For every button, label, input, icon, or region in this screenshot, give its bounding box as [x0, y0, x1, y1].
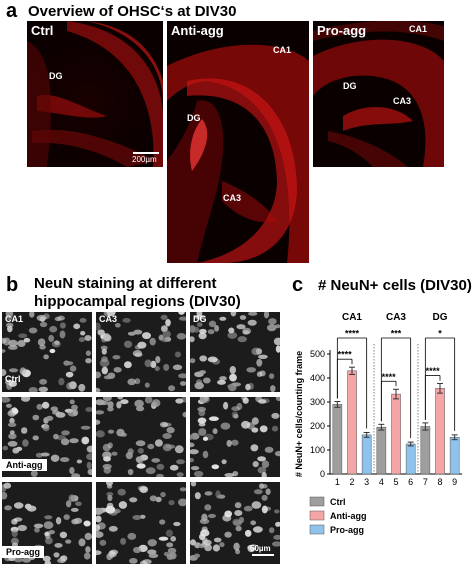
- x-tick-label: 3: [364, 477, 369, 487]
- micro-anti-agg-ca1: Anti-agg: [2, 397, 92, 477]
- pro-agg-ca3-label: CA3: [393, 96, 412, 106]
- panel-a-title: Overview of OHSC‘s at DIV30: [28, 3, 237, 20]
- micro-pro-agg-ca3: [96, 482, 186, 564]
- sig-label: ****: [382, 372, 397, 382]
- y-axis-label: # NeuN+ cells/counting frame: [294, 351, 304, 477]
- anti-agg-ca1-label: CA1: [273, 45, 292, 55]
- micro-ctrl-dg: DG: [190, 312, 280, 392]
- neun-cells-graphic: [190, 397, 280, 477]
- column-label-ca1: CA1: [5, 314, 24, 324]
- micro-pro-agg-ca1: Pro-agg: [2, 482, 92, 564]
- panel-b-title-line2: hippocampal regions (DIV30): [34, 293, 241, 310]
- panel-a-anti-agg-image: Anti-agg CA1 DG CA3: [167, 21, 309, 263]
- sig-label: ****: [338, 350, 353, 360]
- row-label-pro-agg: Pro-agg: [2, 546, 45, 558]
- ctrl-label: Ctrl: [31, 23, 54, 38]
- sig-label: ****: [345, 329, 360, 339]
- ctrl-scalebar-line: [133, 152, 159, 154]
- bar-pro-agg-6: [405, 443, 416, 475]
- legend-label-ctrl: Ctrl: [330, 497, 346, 507]
- neun-cells-graphic: [96, 482, 186, 564]
- neun-cells-graphic: [190, 312, 280, 392]
- x-tick-label: 8: [437, 477, 442, 487]
- micro-anti-agg-ca3: [96, 397, 186, 477]
- group-label-ca1: CA1: [342, 312, 362, 323]
- neun-bar-chart: 0 100 200 300 400 500 # NeuN+ cells/counting f…: [294, 312, 462, 535]
- panel-b-title-line1: NeuN staining at different: [34, 275, 217, 292]
- pro-agg-dg-label: DG: [343, 81, 357, 91]
- micro-pro-agg-dg: 50µm: [190, 482, 280, 564]
- ctrl-fluorescence-graphic: [27, 21, 163, 167]
- panel-c-title: # NeuN+ cells (DIV30): [318, 277, 472, 294]
- panel-c-letter: c: [292, 274, 304, 296]
- y-tick-label: 400: [310, 373, 325, 383]
- anti-agg-ca3-label: CA3: [223, 193, 242, 203]
- anti-agg-dg-label: DG: [187, 113, 201, 123]
- group-label-dg: DG: [433, 312, 448, 323]
- bar-anti-agg-2: [347, 370, 357, 475]
- bar-ctrl-1: [332, 404, 343, 475]
- x-tick-label: 7: [423, 477, 428, 487]
- row-label-anti-agg: Anti-agg: [2, 459, 47, 471]
- legend-swatch-anti-agg: [309, 510, 325, 521]
- x-tick-label: 5: [393, 477, 398, 487]
- sig-label: *: [438, 329, 442, 339]
- anti-agg-label: Anti-agg: [171, 23, 224, 38]
- micro-anti-agg-dg: [190, 397, 280, 477]
- x-tick-label: 9: [452, 477, 457, 487]
- neun-cells-graphic: [2, 482, 92, 564]
- bar-pro-agg-3: [361, 434, 372, 475]
- neun-cells-graphic: [190, 482, 280, 564]
- panel-a-ctrl-image: Ctrl DG 200µm: [27, 21, 163, 167]
- y-tick-label: 500: [310, 349, 325, 359]
- row-label-ctrl: Ctrl: [5, 374, 21, 384]
- x-tick-label: 1: [335, 477, 340, 487]
- bar-anti-agg-8: [435, 388, 445, 475]
- legend-label-pro-agg: Pro-agg: [330, 525, 364, 535]
- micro-scalebar-line: [252, 554, 274, 556]
- y-tick-label: 300: [310, 397, 325, 407]
- neun-cells-graphic: [2, 312, 92, 392]
- neun-cells-graphic: [96, 312, 186, 392]
- legend-swatch-pro-agg: [309, 524, 325, 535]
- anti-agg-fluorescence-graphic: [167, 21, 309, 263]
- micro-ctrl-ca1: CA1 Ctrl: [2, 312, 92, 392]
- column-label-ca3: CA3: [99, 314, 118, 324]
- legend-swatch-ctrl: [309, 496, 325, 507]
- ctrl-scalebar-label: 200µm: [132, 155, 157, 164]
- y-tick-label: 0: [320, 469, 325, 479]
- micro-ctrl-ca3: CA3: [96, 312, 186, 392]
- group-label-ca3: CA3: [386, 312, 406, 323]
- micro-scalebar-label: 50µm: [250, 544, 271, 553]
- x-tick-label: 4: [379, 477, 384, 487]
- pro-agg-fluorescence-graphic: [313, 21, 444, 167]
- panel-b-letter: b: [6, 274, 19, 296]
- x-tick-label: 6: [408, 477, 413, 487]
- bar-ctrl-4: [376, 426, 387, 475]
- x-tick-label: 2: [349, 477, 354, 487]
- ctrl-dg-label: DG: [49, 71, 63, 81]
- bar-pro-agg-9: [449, 437, 460, 475]
- y-tick-label: 200: [310, 421, 325, 431]
- pro-agg-ca1-label: CA1: [409, 24, 428, 34]
- panel-a-letter: a: [6, 0, 18, 22]
- neun-micrograph-grid: CA1 Ctrl CA3 DG Anti-agg Pro-agg 50µm: [2, 312, 280, 564]
- sig-label: ***: [391, 329, 402, 339]
- bar-anti-agg-5: [391, 393, 401, 475]
- column-label-dg: DG: [193, 314, 207, 324]
- panel-a-pro-agg-image: Pro-agg CA1 DG CA3: [313, 21, 444, 167]
- bar-ctrl-7: [420, 426, 431, 475]
- pro-agg-label: Pro-agg: [317, 23, 367, 38]
- legend-label-anti-agg: Anti-agg: [330, 511, 367, 521]
- neun-cells-graphic: [96, 397, 186, 477]
- sig-label: ****: [426, 366, 441, 376]
- y-tick-label: 100: [310, 445, 325, 455]
